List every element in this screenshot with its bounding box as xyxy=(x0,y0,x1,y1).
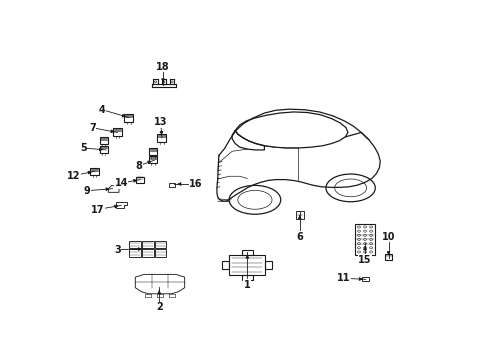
Bar xyxy=(385,254,392,260)
Bar xyxy=(149,148,157,155)
Text: 9: 9 xyxy=(84,186,91,196)
Bar xyxy=(157,134,167,142)
Bar xyxy=(242,250,253,255)
Bar xyxy=(155,240,167,248)
Bar xyxy=(266,261,272,269)
Bar xyxy=(113,128,122,135)
Bar xyxy=(363,276,369,281)
Text: 18: 18 xyxy=(156,62,170,72)
Text: 2: 2 xyxy=(156,302,163,312)
Text: 16: 16 xyxy=(189,179,203,189)
Bar xyxy=(129,240,141,248)
Bar xyxy=(149,156,157,163)
Bar xyxy=(99,146,108,153)
Bar xyxy=(142,249,153,257)
Bar xyxy=(99,137,108,144)
Bar xyxy=(155,249,167,257)
Text: 6: 6 xyxy=(296,232,303,242)
Text: 13: 13 xyxy=(154,117,168,127)
Bar xyxy=(355,224,375,255)
Bar xyxy=(169,183,175,186)
Bar xyxy=(136,176,144,183)
Bar xyxy=(124,114,133,122)
Text: 12: 12 xyxy=(67,171,80,181)
Bar xyxy=(242,275,253,280)
Text: 4: 4 xyxy=(99,105,106,115)
Text: 14: 14 xyxy=(115,178,128,188)
Bar xyxy=(222,261,229,269)
Bar xyxy=(296,211,303,219)
Bar xyxy=(129,249,141,257)
Text: 1: 1 xyxy=(244,280,251,290)
Text: 7: 7 xyxy=(89,123,96,133)
Bar xyxy=(142,240,153,248)
Text: 5: 5 xyxy=(80,143,87,153)
Text: 3: 3 xyxy=(114,245,121,255)
Text: 8: 8 xyxy=(136,161,143,171)
Text: 11: 11 xyxy=(338,273,351,283)
Text: 10: 10 xyxy=(382,232,395,242)
Text: 17: 17 xyxy=(91,204,104,215)
Bar xyxy=(229,255,266,275)
Text: 15: 15 xyxy=(358,255,372,265)
Bar xyxy=(91,168,99,175)
